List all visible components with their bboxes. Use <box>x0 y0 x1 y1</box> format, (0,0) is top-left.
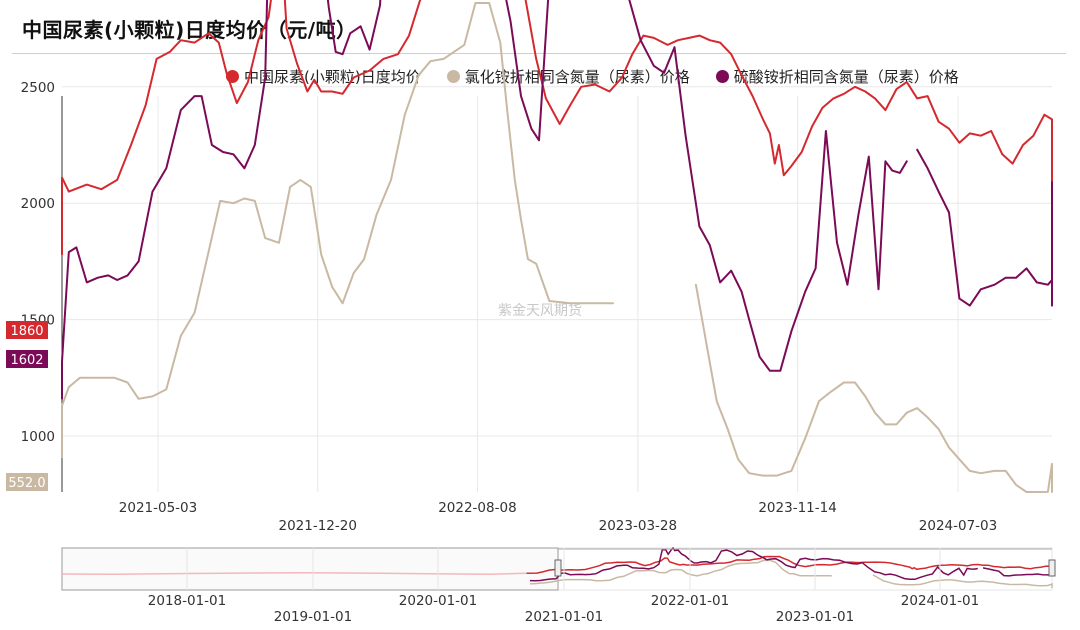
legend-label-ammonium-sulfate: 硫酸铵折相同含氮量（尿素）价格 <box>733 68 959 86</box>
last-value-badges: 1860 1602 552.0 <box>6 321 48 491</box>
watermark: 紫金天风期货 <box>498 302 582 319</box>
navigator-series-line-0 <box>526 555 1053 575</box>
series-line-1 <box>61 2 614 458</box>
navigator-series-line-2 <box>872 574 1053 588</box>
x-tick-label: 2021-05-03 <box>119 500 197 516</box>
navigator-tick-label: 2021-01-01 <box>525 609 603 625</box>
navigator-tick-label: 2024-01-01 <box>901 593 979 609</box>
navigator-tick-label: 2020-01-01 <box>399 593 477 609</box>
navigator-left-handle[interactable] <box>554 559 562 577</box>
legend-dot-ammonium-chloride <box>446 70 460 83</box>
y-axis-ticks: 100015002000250030003500 <box>21 80 55 445</box>
x-tick-label: 2023-03-28 <box>599 518 677 534</box>
navigator-series <box>61 546 1053 588</box>
navigator-unselected-mask <box>61 547 559 591</box>
navigator-tick-label: 2018-01-01 <box>148 593 226 609</box>
series-line-2 <box>694 283 1053 493</box>
page-title: 中国尿素(小颗粒)日度均价（元/吨） <box>22 18 357 42</box>
legend-label-ammonium-chloride: 氯化铵折相同含氮量（尿素）价格 <box>464 68 690 86</box>
series-line-4 <box>916 148 1053 307</box>
badge-label-ammonium_chloride: 552.0 <box>8 476 45 491</box>
x-tick-label: 2022-08-08 <box>438 500 516 516</box>
navigator-right-handle[interactable] <box>1048 559 1056 577</box>
x-tick-label: 2024-07-03 <box>919 518 997 534</box>
navigator-tick-label: 2019-01-01 <box>274 609 352 625</box>
legend-item-ammonium-sulfate[interactable]: 硫酸铵折相同含氮量（尿素）价格 <box>715 66 959 87</box>
title-divider <box>12 53 1066 54</box>
y-tick-label: 2000 <box>21 196 55 212</box>
navigator-series-line-3 <box>529 546 978 582</box>
legend-label-urea: 中国尿素(小颗粒)日度均价 <box>244 68 421 86</box>
y-tick-label: 2500 <box>21 80 55 96</box>
badge-ammonium_chloride <box>6 473 48 491</box>
badge-label-ammonium_sulfate: 1602 <box>10 353 43 368</box>
badge-ammonium_sulfate <box>6 350 48 368</box>
badge-urea <box>6 321 48 339</box>
badge-label-urea: 1860 <box>10 324 43 339</box>
navigator-tick-label: 2023-01-01 <box>776 609 854 625</box>
legend-dot-ammonium-sulfate <box>715 70 729 83</box>
navigator-ticks: 2018-01-01 2020-01-01 2022-01-01 2024-01-01… <box>148 548 979 625</box>
x-tick-label: 2023-11-14 <box>758 500 836 516</box>
navigator-series-line-1 <box>529 559 832 585</box>
chart-legend[interactable]: 中国尿素(小颗粒)日度均价 氯化铵折相同含氮量（尿素）价格 硫酸铵折相同含氮量（… <box>226 66 959 87</box>
y-tick-label: 1000 <box>21 429 55 445</box>
navigator-history-line <box>61 572 527 576</box>
series-line-0 <box>61 0 1053 256</box>
x-tick-label: 2021-12-20 <box>278 518 356 534</box>
x-axis-ticks: 2021-05-03 2022-08-08 2023-11-14 2021-12-20… <box>119 500 997 534</box>
chart-series[interactable] <box>61 0 1053 493</box>
range-navigator[interactable]: 2018-01-01 2020-01-01 2022-01-01 2024-01-01… <box>61 546 1056 625</box>
legend-item-ammonium-chloride[interactable]: 氯化铵折相同含氮量（尿素）价格 <box>446 66 690 87</box>
navigator-tick-label: 2022-01-01 <box>651 593 729 609</box>
series-line-3 <box>61 0 908 400</box>
